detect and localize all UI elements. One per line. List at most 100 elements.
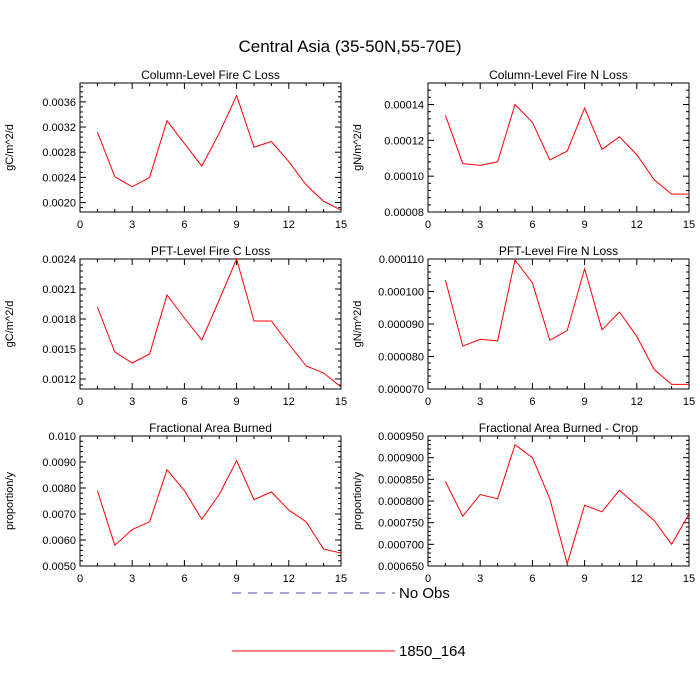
y-axis-label: gC/m^2/d	[4, 301, 16, 348]
x-tick-label: 3	[477, 396, 483, 408]
x-tick-label: 0	[77, 219, 83, 231]
plot-frame	[79, 435, 342, 567]
y-tick-label: 0.0021	[42, 284, 76, 296]
x-tick-label: 15	[683, 396, 695, 408]
y-tick-label: 0.000750	[378, 518, 424, 530]
y-tick-label: 0.000650	[378, 561, 424, 573]
y-axis-label: gN/m^2/d	[352, 124, 364, 171]
y-tick-label: 0.0060	[42, 535, 76, 547]
y-tick-label: 0.000090	[378, 319, 424, 331]
panel-2: Column-Level Fire N Loss gN/m^2/d 0 3 6 9 12 15…	[352, 68, 695, 231]
plot-frame	[427, 435, 690, 567]
y-tick-label: 0.0080	[42, 483, 76, 495]
x-tick-label: 9	[582, 219, 588, 231]
series-line	[444, 103, 689, 195]
y-tick-label: 0.0090	[42, 457, 76, 469]
x-tick-label: 15	[683, 573, 695, 585]
x-tick-label: 9	[234, 396, 240, 408]
x-tick-label: 3	[477, 219, 483, 231]
y-tick-label: 0.000070	[378, 384, 424, 396]
legend-label-no-obs: No Obs	[399, 585, 450, 602]
panel-3: PFT-Level Fire C Loss gC/m^2/d 0 3 6 9 12 15 0.0…	[4, 244, 347, 408]
x-tick-label: 3	[477, 573, 483, 585]
x-tick-label: 0	[77, 396, 83, 408]
panel-title: Fractional Area Burned	[149, 421, 272, 435]
x-tick-label: 12	[283, 219, 295, 231]
y-tick-label: 0.0036	[42, 97, 76, 109]
y-tick-label: 0.0024	[42, 254, 76, 266]
legend-label-1850-164: 1850_164	[399, 643, 466, 660]
panel-title: Column-Level Fire N Loss	[489, 68, 628, 82]
panel-title: Column-Level Fire C Loss	[141, 68, 280, 82]
series-line	[96, 257, 342, 388]
x-tick-label: 9	[582, 573, 588, 585]
y-tick-label: 0.010	[48, 431, 76, 443]
panel-6: Fractional Area Burned - Crop proportion/…	[352, 421, 695, 585]
series-line	[444, 258, 689, 385]
y-tick-label: 0.0032	[42, 122, 76, 134]
y-tick-label: 0.000800	[378, 496, 424, 508]
y-tick-label: 0.000110	[379, 254, 424, 266]
y-tick-label: 0.0028	[42, 147, 76, 159]
legend: No Obs 1850_164	[232, 585, 466, 660]
x-tick-label: 6	[181, 573, 187, 585]
x-tick-label: 3	[129, 396, 135, 408]
y-tick-label: 0.0018	[42, 314, 76, 326]
plot-frame	[427, 258, 690, 390]
x-tick-label: 6	[181, 219, 187, 231]
y-tick-label: 0.00012	[384, 135, 424, 147]
y-tick-label: 0.000080	[378, 352, 424, 364]
series-line	[96, 459, 342, 554]
x-tick-label: 6	[529, 573, 535, 585]
y-tick-label: 0.0020	[42, 198, 76, 210]
panels: Column-Level Fire C Loss gC/m^2/d 0 3 6 9 12 15…	[4, 68, 695, 585]
y-tick-label: 0.0050	[42, 561, 76, 573]
panel-title: Fractional Area Burned - Crop	[479, 421, 639, 435]
y-tick-label: 0.00010	[384, 171, 424, 183]
figure-title: Central Asia (35-50N,55-70E)	[238, 37, 461, 56]
y-tick-label: 0.000700	[378, 539, 424, 551]
y-tick-label: 0.000900	[378, 453, 424, 465]
y-tick-label: 0.000850	[378, 474, 424, 486]
x-tick-label: 12	[631, 219, 643, 231]
panel-title: PFT-Level Fire C Loss	[151, 244, 270, 258]
x-tick-label: 9	[234, 219, 240, 231]
y-axis-label: proportion/y	[4, 471, 16, 530]
x-tick-label: 15	[683, 219, 695, 231]
y-axis-label: gC/m^2/d	[4, 124, 16, 171]
series-line	[444, 443, 690, 566]
y-tick-label: 0.00008	[384, 207, 424, 219]
x-tick-label: 0	[425, 219, 431, 231]
x-tick-label: 0	[77, 573, 83, 585]
y-tick-label: 0.0015	[42, 344, 76, 356]
y-tick-label: 0.0012	[42, 374, 76, 386]
x-tick-label: 6	[181, 396, 187, 408]
y-axis-label: gN/m^2/d	[352, 301, 364, 348]
plot-frame	[427, 82, 690, 213]
x-tick-label: 15	[335, 573, 347, 585]
y-tick-label: 0.000100	[378, 287, 424, 299]
x-tick-label: 9	[234, 573, 240, 585]
y-tick-label: 0.0024	[42, 172, 76, 184]
x-tick-label: 15	[335, 219, 347, 231]
panel-5: Fractional Area Burned proportion/y 0 3 6 9 12…	[4, 421, 347, 585]
panel-title: PFT-Level Fire N Loss	[499, 244, 618, 258]
y-tick-label: 0.000950	[378, 431, 424, 443]
x-tick-label: 0	[425, 396, 431, 408]
x-tick-label: 6	[529, 219, 535, 231]
y-tick-label: 0.0070	[42, 509, 76, 521]
x-tick-label: 12	[631, 573, 643, 585]
panel-4: PFT-Level Fire N Loss gN/m^2/d 0 3 6 9 12 15 0.0…	[352, 244, 695, 408]
x-tick-label: 9	[582, 396, 588, 408]
plot-frame	[79, 258, 342, 390]
x-tick-label: 12	[283, 573, 295, 585]
x-tick-label: 12	[283, 396, 295, 408]
series-line	[96, 94, 342, 211]
panel-1: Column-Level Fire C Loss gC/m^2/d 0 3 6 9 12 15…	[4, 68, 347, 231]
x-tick-label: 3	[129, 573, 135, 585]
x-tick-label: 0	[425, 573, 431, 585]
x-tick-label: 12	[631, 396, 643, 408]
x-tick-label: 3	[129, 219, 135, 231]
y-axis-label: proportion/y	[352, 471, 364, 530]
